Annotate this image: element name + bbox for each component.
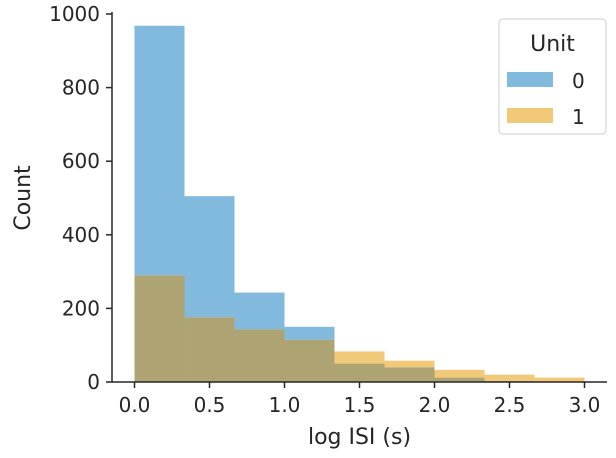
legend-title: Unit (530, 32, 575, 57)
x-tick-label: 1.0 (269, 393, 301, 417)
y-tick-label: 1000 (49, 2, 100, 26)
bar-unit-0 (184, 196, 235, 318)
x-tick-label: 0.0 (119, 393, 151, 417)
bar-unit-1 (534, 377, 585, 382)
x-tick-label: 2.5 (494, 393, 526, 417)
y-ticks: 0 200 400 600 800 1000 (49, 2, 112, 394)
legend-swatch (507, 72, 553, 87)
legend: Unit 01 (498, 18, 607, 135)
y-tick-label: 800 (62, 76, 100, 100)
legend-items: 01 (507, 69, 585, 129)
y-tick-label: 400 (62, 223, 100, 247)
legend-swatch (507, 108, 553, 123)
x-tick-label: 0.5 (194, 393, 226, 417)
bar-overlap (434, 377, 485, 382)
x-tick-label: 3.0 (569, 393, 601, 417)
bar-unit-0 (234, 292, 285, 330)
bar-overlap (184, 317, 235, 382)
bar-unit-1 (384, 360, 435, 368)
y-axis-label: Count (11, 165, 36, 231)
bar-overlap (234, 329, 285, 382)
bars-layer (134, 25, 585, 382)
y-tick-label: 600 (62, 149, 100, 173)
x-tick-label: 2.0 (419, 393, 451, 417)
bar-unit-1 (484, 374, 535, 381)
bar-unit-0 (284, 326, 335, 340)
legend-label: 0 (572, 69, 585, 93)
bar-overlap (134, 275, 185, 382)
bar-unit-1 (334, 351, 385, 364)
y-tick-label: 0 (87, 370, 100, 394)
x-ticks: 0.0 0.5 1.0 1.5 2.0 2.5 3.0 (119, 382, 601, 417)
x-axis-label: log ISI (s) (308, 425, 411, 450)
bar-overlap (384, 367, 435, 382)
bar-unit-1 (434, 369, 485, 378)
y-tick-label: 200 (62, 296, 100, 320)
bar-overlap (334, 363, 385, 382)
bar-overlap (284, 339, 335, 382)
x-tick-label: 1.5 (344, 393, 376, 417)
axes-layer: 0 200 400 600 800 1000 0.0 0.5 1.0 1.5 2.0 2.5 3.0 (49, 2, 607, 417)
bar-unit-0 (134, 25, 185, 276)
legend-label: 1 (572, 105, 585, 129)
